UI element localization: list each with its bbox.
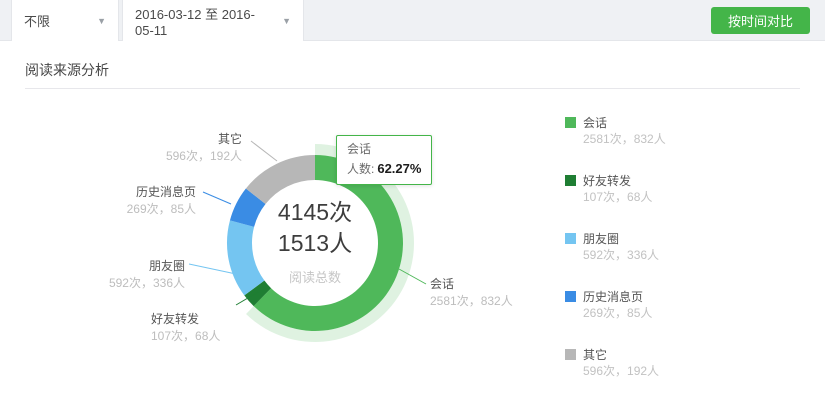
legend-values: 107次，68人	[583, 190, 653, 204]
callout-values: 592次，336人	[108, 276, 185, 290]
donut-center-total: 4145次 1513人 阅读总数	[245, 197, 385, 286]
date-range-value: 2016-03-12 至 2016-05-11	[135, 6, 255, 38]
callout-label-history-page: 历史消息页 269次，85人	[78, 184, 196, 217]
donut-segment-0[interactable]	[253, 155, 404, 331]
callout-values: 269次，85人	[126, 202, 196, 216]
total-reads: 4145次	[277, 199, 353, 225]
donut-chart[interactable]	[205, 133, 425, 353]
legend-item-conversation[interactable]: 会话 2581次，832人	[565, 114, 666, 147]
legend-item-moments[interactable]: 朋友圈 592次，336人	[565, 230, 666, 263]
legend-item-other[interactable]: 其它 596次，192人	[565, 346, 666, 379]
tooltip-metric-label: 人数:	[347, 162, 375, 176]
total-people: 1513人	[277, 230, 353, 256]
tooltip-series-name: 会话	[347, 142, 372, 156]
legend-swatch	[565, 232, 576, 244]
filter-dropdown[interactable]: 不限 ▼	[11, 0, 119, 41]
legend-item-friend-share[interactable]: 好友转发 107次，68人	[565, 172, 666, 205]
date-range-dropdown[interactable]: 2016-03-12 至 2016-05-11 ▼	[122, 0, 304, 41]
callout-label-moments: 朋友圈 592次，336人	[70, 258, 185, 291]
donut-segment-2[interactable]	[227, 220, 265, 296]
callout-name: 会话	[430, 277, 455, 291]
compare-by-time-button[interactable]: 按时间对比	[710, 7, 810, 34]
total-caption: 阅读总数	[288, 270, 341, 285]
donut-selected-halo	[246, 144, 414, 342]
callout-name: 朋友圈	[148, 259, 185, 273]
section-divider	[25, 88, 800, 89]
chevron-down-icon: ▼	[97, 15, 106, 26]
page-title: 阅读来源分析	[25, 62, 109, 78]
legend-swatch	[565, 290, 576, 302]
legend-values: 596次，192人	[583, 364, 660, 378]
legend-name: 其它	[583, 347, 608, 362]
legend-values: 2581次，832人	[583, 132, 666, 146]
legend-name: 历史消息页	[583, 289, 644, 304]
callout-name: 历史消息页	[135, 185, 196, 199]
callout-label-other: 其它 596次，192人	[130, 131, 242, 164]
legend-name: 会话	[583, 115, 608, 130]
callout-values: 2581次，832人	[430, 294, 513, 308]
legend-values: 592次，336人	[583, 248, 660, 262]
chart-legend: 会话 2581次，832人 好友转发 107次，68人 朋友圈 592次，336…	[565, 114, 666, 400]
callout-name: 其它	[217, 132, 242, 146]
donut-segment-3[interactable]	[229, 188, 266, 227]
legend-item-history-page[interactable]: 历史消息页 269次，85人	[565, 288, 666, 321]
legend-name: 好友转发	[583, 173, 632, 188]
chevron-down-icon: ▼	[282, 15, 291, 26]
legend-name: 朋友圈	[583, 231, 620, 246]
filter-dropdown-value: 不限	[24, 14, 51, 29]
callout-name: 好友转发	[151, 312, 200, 326]
toolbar: 不限 ▼ 2016-03-12 至 2016-05-11 ▼ 按时间对比	[0, 0, 825, 41]
legend-swatch	[565, 116, 576, 128]
callout-label-conversation: 会话 2581次，832人	[430, 276, 513, 309]
legend-values: 269次，85人	[583, 306, 653, 320]
chart-tooltip: 会话 人数: 62.27%	[336, 135, 433, 185]
callout-values: 107次，68人	[151, 329, 221, 343]
donut-segment-4[interactable]	[245, 155, 315, 205]
callout-values: 596次，192人	[165, 149, 242, 163]
callout-label-friend-share: 好友转发 107次，68人	[151, 311, 220, 344]
tooltip-value: 62.27%	[377, 161, 422, 176]
legend-swatch	[565, 348, 576, 360]
legend-swatch	[565, 174, 576, 186]
